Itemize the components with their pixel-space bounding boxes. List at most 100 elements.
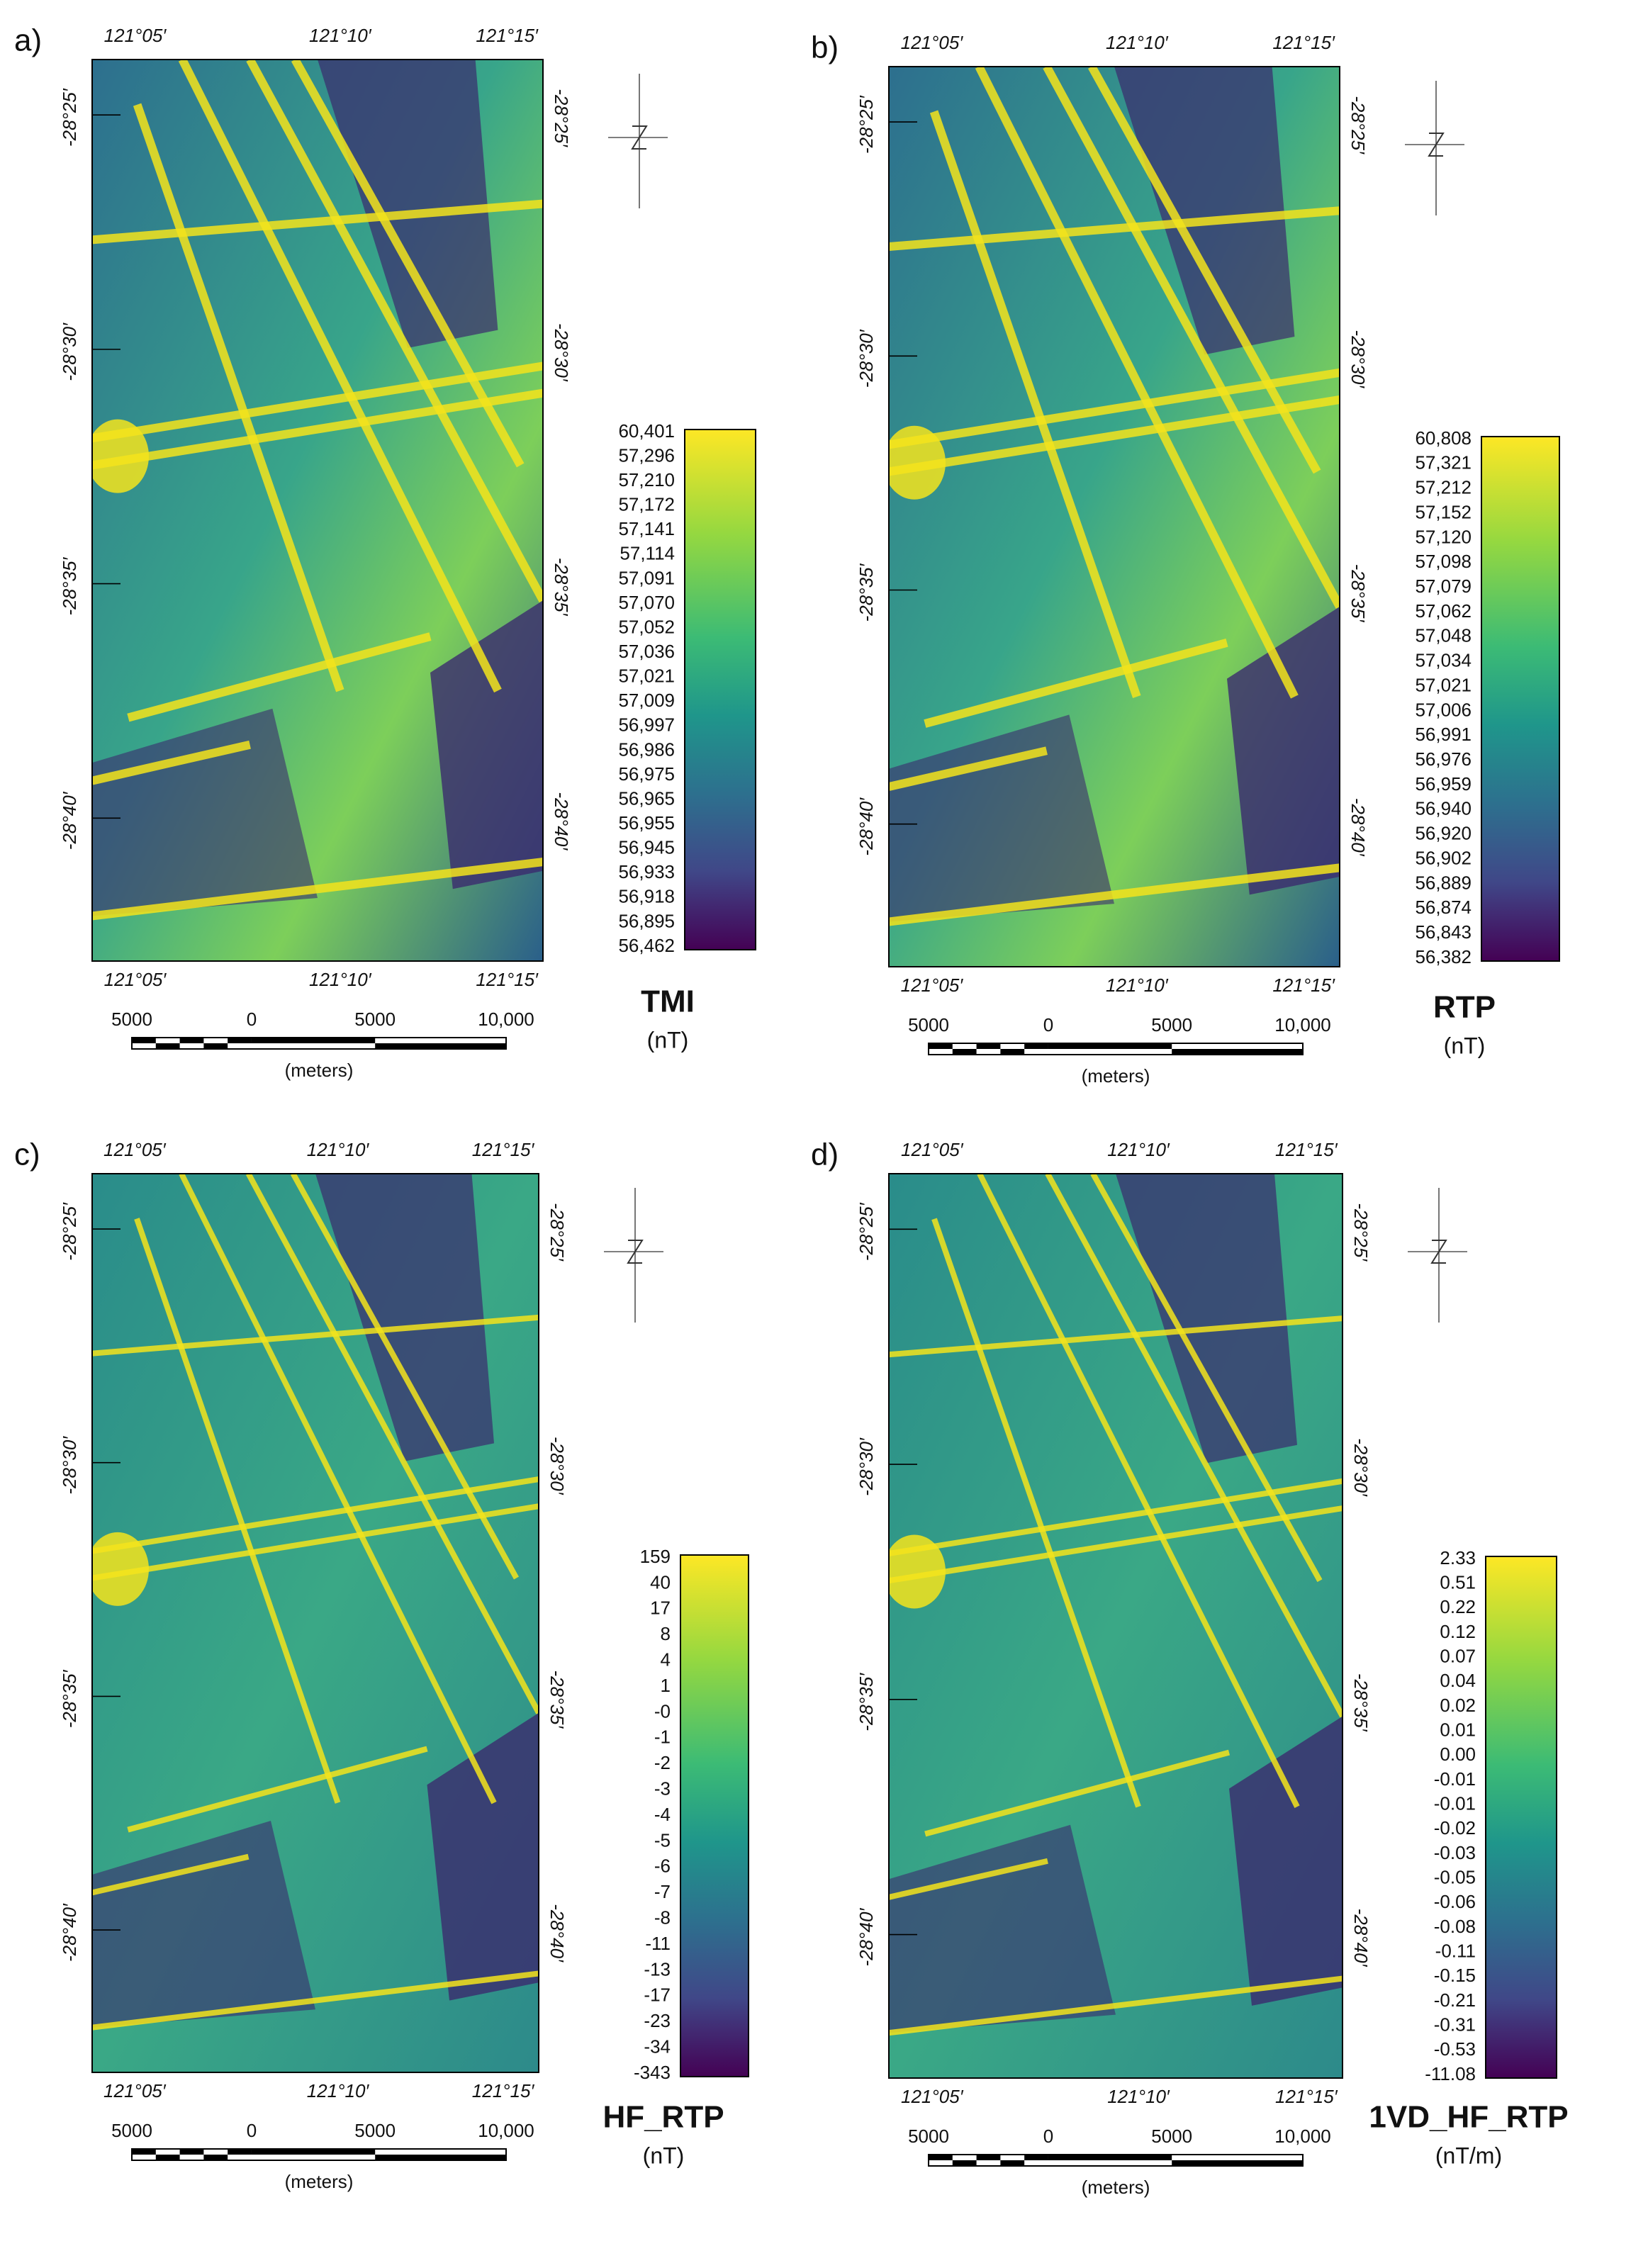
scale-label: 5000 (1151, 1014, 1192, 1035)
colorbar-unit: (nT) (643, 2143, 685, 2168)
left-coordinate: -28°25′ (59, 88, 80, 147)
scale-label: 0 (247, 2120, 257, 2141)
scale-segment (179, 2149, 204, 2155)
colorbar-label: 57,212 (1415, 477, 1472, 498)
colorbar-label: 56,920 (1415, 823, 1472, 844)
colorbar-label: 0.22 (1440, 1596, 1476, 1617)
map-frame (888, 1173, 1343, 2079)
colorbar (1485, 1556, 1557, 2079)
bottom-coordinate: 121°15′ (472, 2080, 535, 2101)
scale-segment (132, 1038, 156, 1043)
map-anomaly (1087, 67, 1321, 474)
colorbar-label: 56,918 (618, 886, 675, 907)
colorbar-label: 0.04 (1440, 1670, 1476, 1691)
map-dark-area (1114, 67, 1295, 355)
colorbar-label: 57,021 (1415, 674, 1472, 695)
left-coordinate: -28°35′ (59, 557, 80, 616)
scale-segment (203, 2155, 228, 2160)
colorbar-label: 57,321 (1415, 452, 1472, 473)
colorbar-label: -0.15 (1434, 1965, 1476, 1986)
colorbar-label: 57,141 (618, 518, 675, 539)
map-anomaly (92, 199, 543, 245)
colorbar (680, 1554, 749, 2077)
right-coordinate: -28°35′ (547, 1671, 568, 1729)
map-anomaly (92, 740, 251, 785)
bottom-coordinate: 121°05′ (104, 969, 167, 990)
right-coordinate: -28°30′ (1347, 330, 1369, 388)
bottom-coordinate: 121°10′ (1107, 2086, 1170, 2107)
left-coordinate: -28°30′ (59, 322, 80, 381)
map-anomaly (889, 1505, 1343, 1584)
top-coordinate: 121°10′ (1107, 1139, 1170, 1160)
colorbar-label: 56,889 (1415, 872, 1472, 893)
colorbar-label: 57,296 (618, 444, 675, 466)
scale-segment (1048, 2155, 1172, 2160)
map-anomaly (92, 1970, 539, 2031)
colorbar-label: -13 (644, 1958, 671, 1980)
scale-label: 0 (247, 1009, 257, 1030)
bottom-coordinate: 121°15′ (1275, 2086, 1338, 2107)
scale-label: 5000 (908, 2126, 949, 2147)
map-dark-area (889, 1824, 1116, 2033)
map-dark-area (427, 1712, 539, 2001)
scale-segment (132, 2149, 156, 2155)
map-anomaly (1045, 1174, 1343, 1718)
map-anomaly (291, 60, 525, 468)
colorbar-label: 1 (661, 1675, 671, 1696)
colorbar-label: 56,940 (1415, 798, 1472, 819)
scale-label: 10,000 (478, 2120, 534, 2141)
colorbar-label: -8 (654, 1907, 671, 1928)
left-coordinate: -28°40′ (856, 1908, 877, 1967)
colorbar-label: 56,933 (618, 861, 675, 882)
map-anomaly (889, 746, 1048, 791)
panel-label: d) (811, 1138, 839, 1172)
top-coordinate: 121°15′ (1275, 1139, 1338, 1160)
map-dark-area (430, 600, 543, 889)
scale-segment (929, 2155, 953, 2160)
panel: b) 121°05′ 121°10′ 121°15′ 121°05′ 121°10′ 121… (811, 30, 1560, 1087)
right-coordinate: -28°40′ (1347, 798, 1369, 857)
right-coordinate: -28°25′ (1347, 96, 1369, 155)
colorbar-label: 56,955 (618, 812, 675, 833)
scale-segment (375, 2155, 506, 2160)
right-coordinate: -28°30′ (551, 323, 572, 382)
colorbar-label: 0.07 (1440, 1646, 1476, 1667)
colorbar-label: -0 (654, 1700, 671, 1722)
colorbar-label: -0.02 (1434, 1817, 1476, 1838)
colorbar-label: 56,959 (1415, 773, 1472, 795)
colorbar-label: 0.01 (1440, 1719, 1476, 1741)
colorbar-label: 57,062 (1415, 600, 1472, 622)
scale-label: 10,000 (478, 1009, 534, 1030)
colorbar (684, 429, 756, 950)
map-dark-area (315, 1174, 494, 1461)
bottom-coordinate: 121°05′ (103, 2080, 167, 2101)
map-anomaly (889, 395, 1340, 476)
scale-segment (155, 1043, 180, 1049)
top-coordinate: 121°15′ (472, 1139, 535, 1160)
map-anomaly (290, 1174, 520, 1580)
panel: a) 121°05′ 121°10′ 121°15′ 121°05′ 121°10′ 121… (14, 23, 756, 1081)
map-anomaly (931, 1218, 1141, 1808)
map-anomaly (92, 1532, 149, 1606)
north-arrow (631, 125, 648, 150)
colorbar-label: 56,991 (1415, 724, 1472, 745)
scale-segment (179, 1038, 204, 1043)
scale-unit: (meters) (1082, 2177, 1150, 2198)
colorbar-label: 57,036 (618, 641, 675, 662)
bottom-coordinate: 121°10′ (307, 2080, 370, 2101)
colorbar-label: -17 (644, 1984, 671, 2006)
colorbar-label: 2.33 (1440, 1547, 1476, 1568)
map-anomaly (92, 858, 543, 921)
scale-segment (1172, 2160, 1303, 2166)
colorbar-label: 57,034 (1415, 650, 1472, 671)
north-arrow (1430, 1240, 1447, 1264)
colorbar-label: 56,874 (1415, 897, 1472, 918)
colorbar-label: 0.51 (1440, 1572, 1476, 1593)
left-coordinate: -28°35′ (59, 1669, 80, 1728)
colorbar-title: RTP (1433, 990, 1496, 1025)
map-frame (91, 59, 544, 962)
scale-segment (203, 1043, 228, 1049)
panel-label: a) (14, 23, 42, 58)
colorbar-label: 57,210 (618, 469, 675, 490)
left-coordinate: -28°35′ (856, 1673, 877, 1731)
